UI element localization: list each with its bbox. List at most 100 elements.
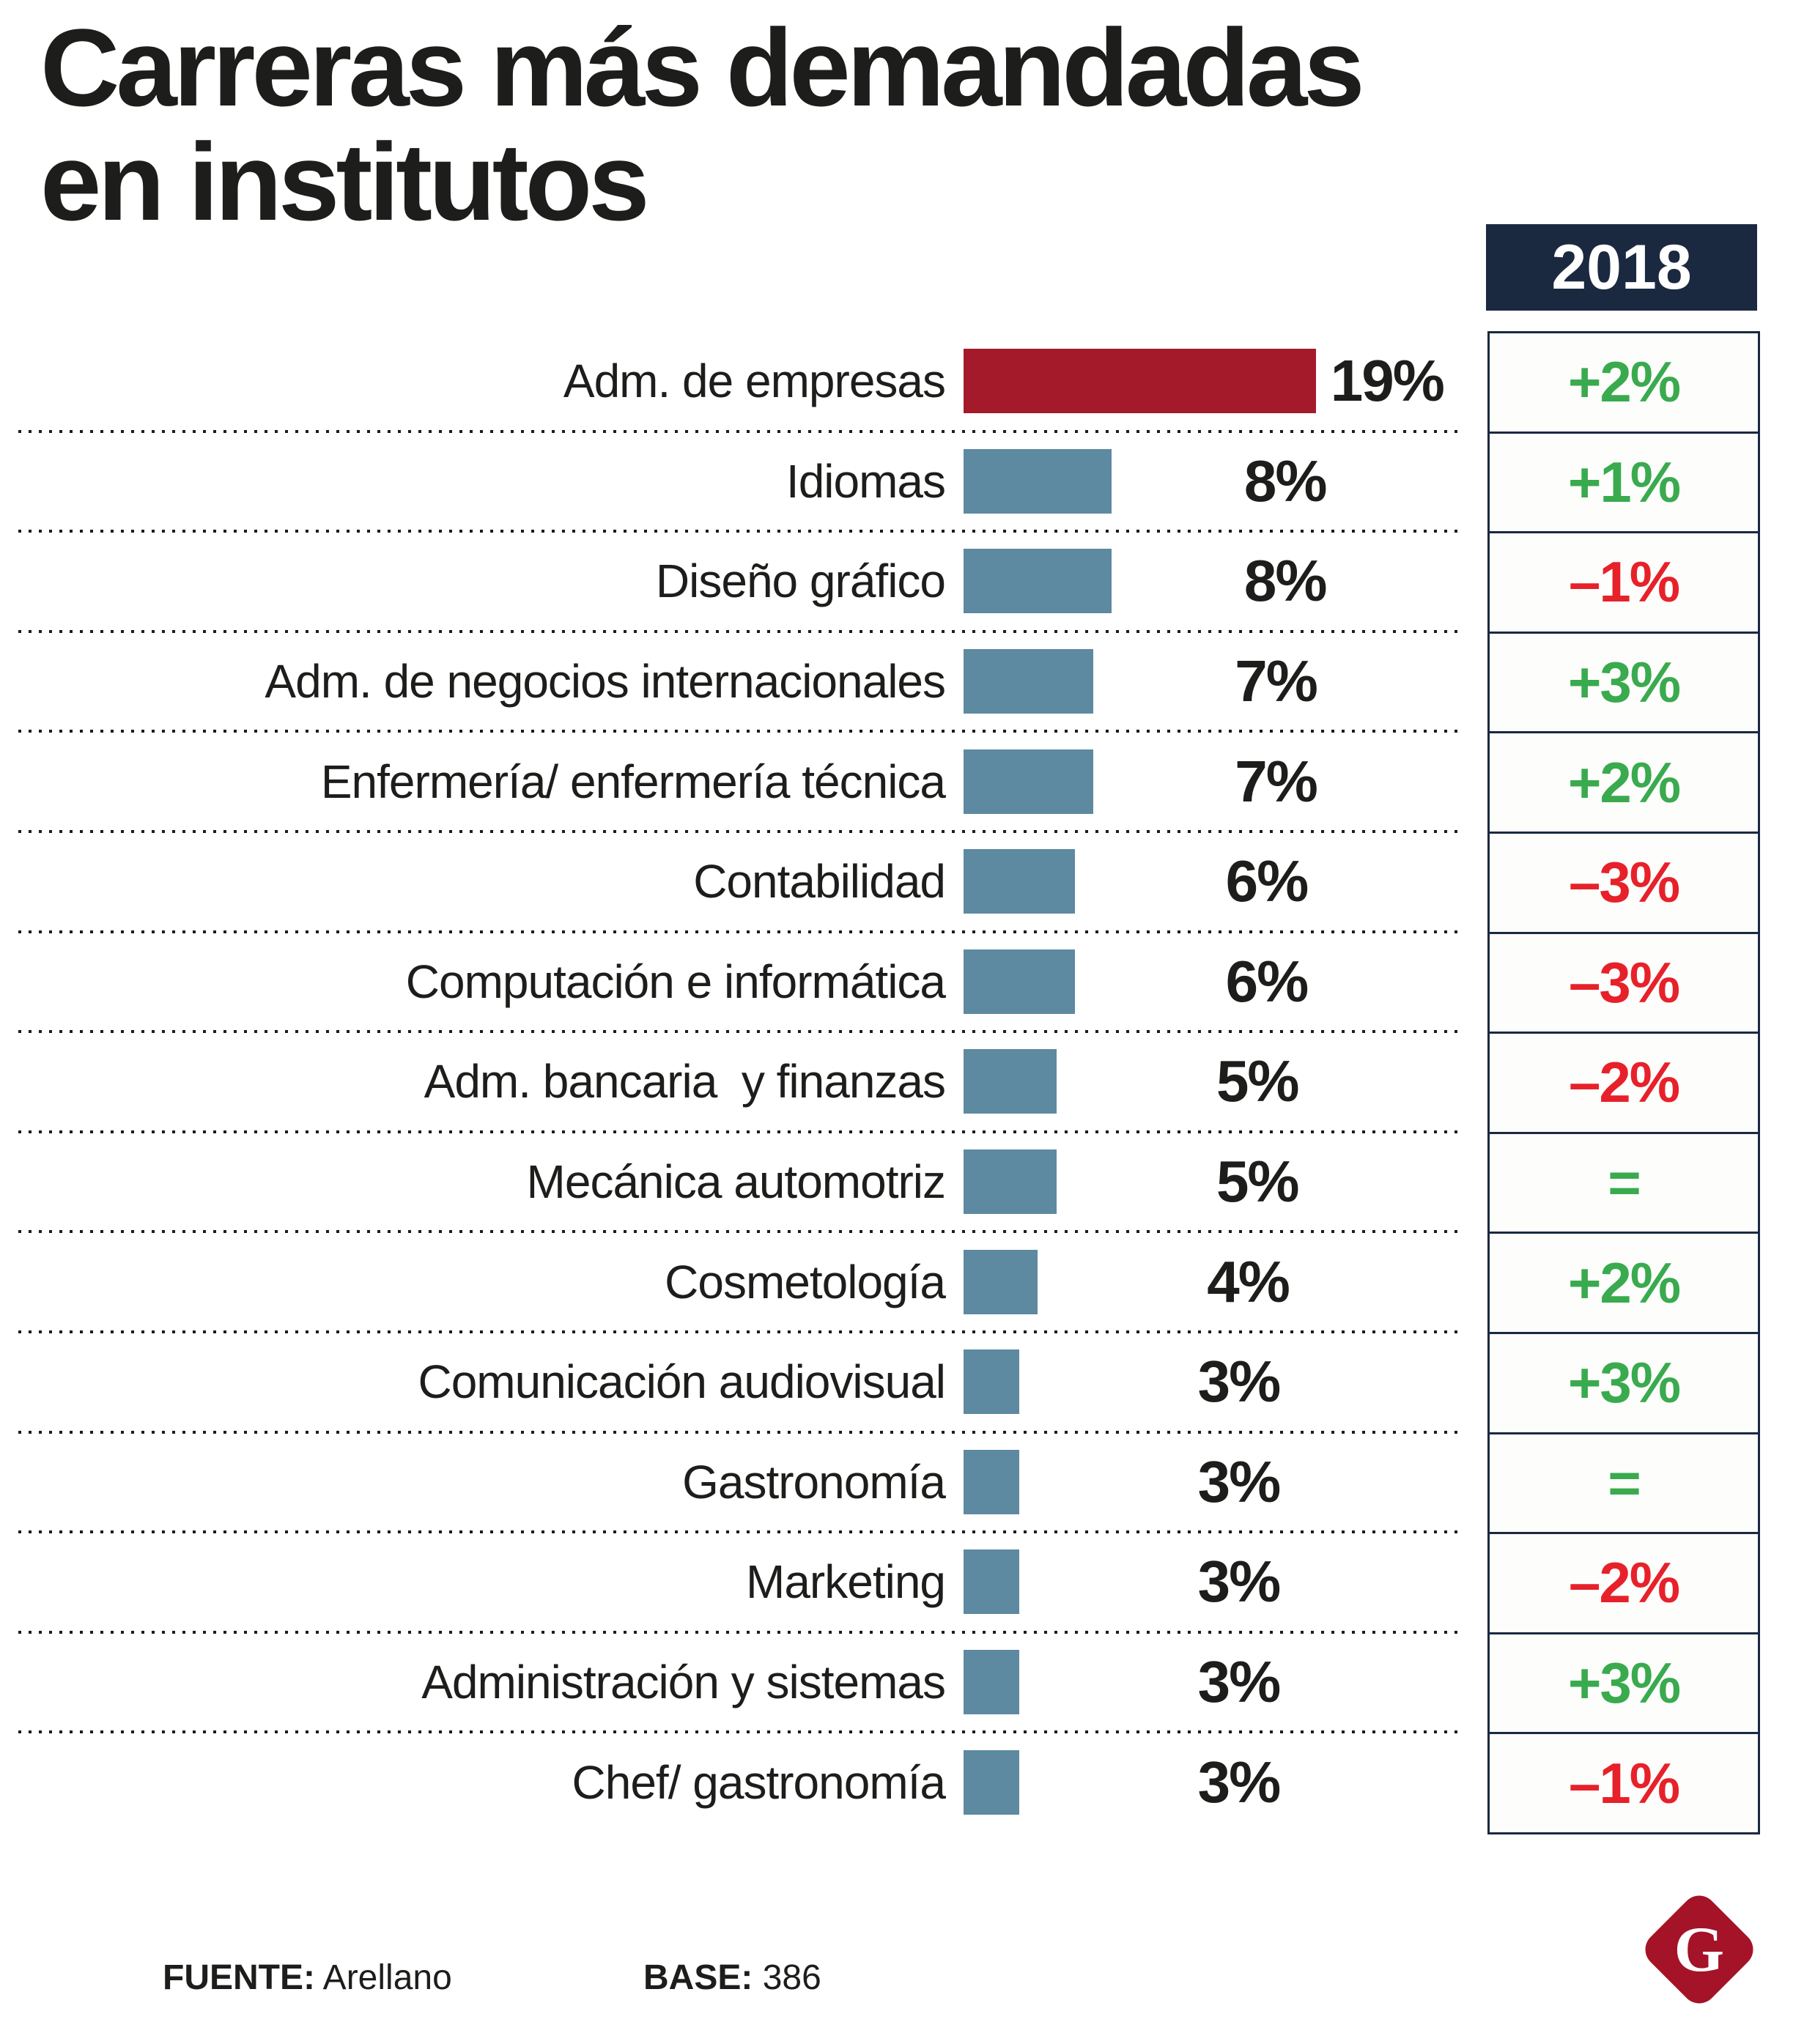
change-value: –1% bbox=[1568, 549, 1680, 615]
category-label: Adm. bancaria y finanzas bbox=[424, 1055, 946, 1108]
chart-row: Mecánica automotriz 5% bbox=[18, 1132, 1458, 1233]
year-header: 2018 bbox=[1486, 224, 1757, 311]
category-label: Chef/ gastronomía bbox=[572, 1755, 947, 1809]
bar bbox=[964, 749, 1094, 814]
bar bbox=[964, 448, 1112, 514]
change-cell: +2% bbox=[1490, 1234, 1758, 1334]
page-title-line2: en institutos bbox=[40, 120, 650, 243]
category-label: Marketing bbox=[746, 1555, 946, 1609]
category-label: Adm. de negocios internacionales bbox=[265, 655, 946, 708]
bar bbox=[964, 549, 1112, 614]
base-value: 386 bbox=[762, 1958, 821, 1997]
value-label: 5% bbox=[1216, 1149, 1300, 1215]
chart-row: Adm. de negocios internacionales 7% bbox=[18, 632, 1458, 733]
change-value: +2% bbox=[1567, 749, 1681, 815]
bar-zone: 3% bbox=[964, 1632, 1458, 1733]
change-value: +2% bbox=[1567, 1250, 1681, 1315]
change-cell: –2% bbox=[1490, 1534, 1758, 1634]
value-label: 3% bbox=[1197, 1649, 1282, 1715]
value-label: 7% bbox=[1235, 648, 1318, 714]
change-value: –1% bbox=[1568, 1750, 1680, 1815]
bar-chart: Adm. de empresas 19% Idiomas 8% Diseño g… bbox=[18, 331, 1458, 1832]
bar bbox=[964, 1549, 1019, 1615]
change-value: +3% bbox=[1567, 1651, 1681, 1716]
value-label: 8% bbox=[1243, 548, 1328, 614]
chart-row: Contabilidad 6% bbox=[18, 832, 1458, 933]
chart-row: Adm. bancaria y finanzas 5% bbox=[18, 1032, 1458, 1133]
chart-row: Comunicación audiovisual 3% bbox=[18, 1332, 1458, 1434]
change-value: –2% bbox=[1568, 1550, 1680, 1615]
bar-zone: 3% bbox=[964, 1432, 1458, 1533]
value-label: 5% bbox=[1216, 1048, 1300, 1114]
bar bbox=[964, 649, 1094, 714]
change-cell: +3% bbox=[1490, 1634, 1758, 1735]
source-label: FUENTE: bbox=[163, 1958, 315, 1997]
source-value: Arellano bbox=[322, 1958, 452, 1997]
bar bbox=[964, 349, 1316, 414]
chart-row: Gastronomía 3% bbox=[18, 1432, 1458, 1533]
change-value: +2% bbox=[1567, 349, 1681, 415]
change-cell: = bbox=[1490, 1434, 1758, 1535]
bar-zone: 19% bbox=[964, 331, 1458, 432]
base-label: BASE: bbox=[643, 1958, 753, 1997]
change-cell: –3% bbox=[1490, 834, 1758, 934]
bar bbox=[964, 949, 1075, 1014]
category-label: Contabilidad bbox=[693, 855, 946, 908]
gestion-logo-letter: G bbox=[1674, 1914, 1725, 1985]
chart-row: Computación e informática 6% bbox=[18, 932, 1458, 1033]
change-value: –3% bbox=[1568, 850, 1680, 915]
bar bbox=[964, 1650, 1019, 1715]
change-cell: +2% bbox=[1490, 333, 1758, 434]
source-note: FUENTE: Arellano bbox=[163, 1958, 452, 1998]
bar-zone: 3% bbox=[964, 1732, 1458, 1832]
change-table: +2% +1% –1% +3% +2% –3% –3% –2% = +2% +3… bbox=[1487, 331, 1760, 1834]
value-label: 19% bbox=[1330, 348, 1445, 414]
category-label: Idiomas bbox=[785, 454, 946, 508]
value-label: 7% bbox=[1235, 748, 1318, 814]
change-cell: –1% bbox=[1490, 1734, 1758, 1832]
change-value: –3% bbox=[1568, 949, 1680, 1015]
category-label: Administración y sistemas bbox=[421, 1656, 946, 1709]
chart-row: Adm. de empresas 19% bbox=[18, 331, 1458, 433]
change-value: +3% bbox=[1567, 650, 1681, 715]
value-label: 4% bbox=[1207, 1248, 1290, 1314]
category-label: Comunicación audiovisual bbox=[418, 1355, 946, 1409]
value-label: 3% bbox=[1197, 1549, 1282, 1615]
category-label: Mecánica automotriz bbox=[526, 1155, 946, 1209]
bar bbox=[964, 1449, 1019, 1514]
chart-row: Idiomas 8% bbox=[18, 432, 1458, 533]
bar-zone: 7% bbox=[964, 731, 1458, 832]
bar bbox=[964, 1249, 1038, 1314]
change-cell: +1% bbox=[1490, 434, 1758, 534]
change-value: +3% bbox=[1567, 1350, 1681, 1415]
change-cell: = bbox=[1490, 1134, 1758, 1234]
bar bbox=[964, 1149, 1057, 1215]
change-cell: –2% bbox=[1490, 1034, 1758, 1134]
bar-zone: 7% bbox=[964, 632, 1458, 732]
value-label: 3% bbox=[1197, 1349, 1282, 1415]
bar bbox=[964, 1749, 1019, 1815]
change-value: = bbox=[1608, 1150, 1641, 1215]
chart-row: Cosmetología 4% bbox=[18, 1232, 1458, 1333]
bar-zone: 4% bbox=[964, 1232, 1458, 1332]
value-label: 8% bbox=[1243, 448, 1328, 514]
bar-zone: 6% bbox=[964, 932, 1458, 1032]
gestion-logo: G bbox=[1638, 1888, 1761, 2011]
bar-zone: 6% bbox=[964, 832, 1458, 932]
value-label: 6% bbox=[1225, 848, 1309, 914]
category-label: Cosmetología bbox=[665, 1255, 946, 1308]
change-value: = bbox=[1608, 1450, 1641, 1515]
change-cell: +2% bbox=[1490, 733, 1758, 834]
chart-row: Administración y sistemas 3% bbox=[18, 1632, 1458, 1733]
chart-row: Enfermería/ enfermería técnica 7% bbox=[18, 731, 1458, 833]
change-value: +1% bbox=[1567, 449, 1681, 514]
bar-zone: 8% bbox=[964, 432, 1458, 532]
category-label: Gastronomía bbox=[682, 1455, 946, 1508]
bar bbox=[964, 1349, 1019, 1415]
chart-row: Marketing 3% bbox=[18, 1532, 1458, 1634]
category-label: Computación e informática bbox=[405, 955, 946, 1008]
chart-row: Diseño gráfico 8% bbox=[18, 531, 1458, 633]
category-label: Enfermería/ enfermería técnica bbox=[320, 755, 946, 808]
bar-zone: 3% bbox=[964, 1532, 1458, 1632]
